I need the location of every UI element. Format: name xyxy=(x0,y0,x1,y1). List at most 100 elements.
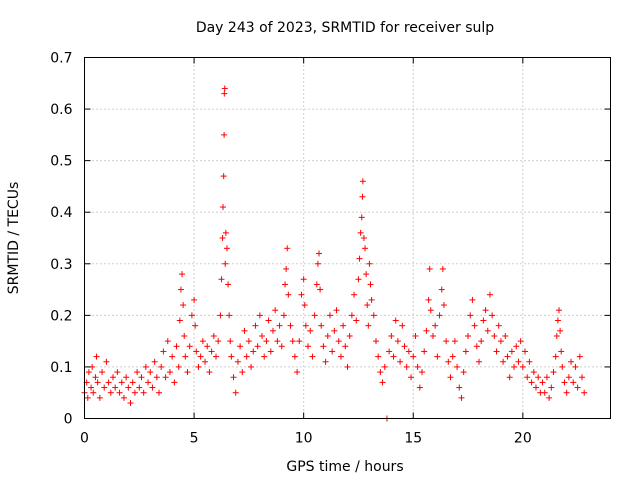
data-point xyxy=(495,322,502,329)
data-point xyxy=(301,302,308,309)
data-point xyxy=(574,384,581,391)
data-point xyxy=(333,307,340,314)
data-point xyxy=(101,384,108,391)
y-tick-labels: 0 0.1 0.2 0.3 0.4 0.5 0.6 0.7 xyxy=(50,51,72,428)
data-point xyxy=(565,374,572,381)
data-point xyxy=(118,379,125,386)
data-point xyxy=(285,291,292,298)
y-tick-label: 0.3 xyxy=(50,257,72,273)
data-point xyxy=(553,332,560,339)
data-point xyxy=(313,281,320,288)
data-point xyxy=(248,363,255,370)
data-point xyxy=(222,229,229,236)
data-point xyxy=(136,384,143,391)
data-point xyxy=(359,178,366,185)
data-point xyxy=(465,332,472,339)
data-point xyxy=(127,400,134,407)
data-point xyxy=(351,291,358,298)
data-point xyxy=(568,358,575,365)
data-point xyxy=(552,353,559,360)
data-point xyxy=(421,348,428,355)
data-point xyxy=(356,255,363,262)
data-point xyxy=(340,322,347,329)
data-point xyxy=(543,374,550,381)
data-point xyxy=(182,353,189,360)
data-point xyxy=(482,307,489,314)
data-point xyxy=(237,343,244,350)
data-point xyxy=(359,193,366,200)
y-tick-label: 0.6 xyxy=(50,102,72,118)
data-point xyxy=(272,307,279,314)
x-tick-labels: 0 5 10 15 20 xyxy=(80,431,532,447)
data-point xyxy=(131,389,138,396)
data-point xyxy=(423,327,430,334)
x-tick-label: 20 xyxy=(514,431,532,447)
data-point xyxy=(489,312,496,319)
data-point xyxy=(363,271,370,278)
data-point xyxy=(213,353,219,360)
y-axis-label: SRMTID / TECUs xyxy=(6,182,22,295)
data-point xyxy=(282,281,289,288)
data-point xyxy=(217,312,224,319)
data-point xyxy=(426,265,433,272)
data-point xyxy=(199,338,206,345)
data-point xyxy=(367,281,374,288)
data-point xyxy=(85,369,92,376)
data-point xyxy=(177,286,184,293)
data-point xyxy=(314,260,321,267)
data-point xyxy=(138,374,145,381)
data-point xyxy=(412,332,419,339)
data-point xyxy=(506,374,513,381)
data-point xyxy=(386,348,393,355)
data-point xyxy=(432,322,439,329)
data-point xyxy=(443,338,450,345)
data-point xyxy=(522,348,529,355)
data-point xyxy=(405,348,412,355)
data-point xyxy=(228,353,235,360)
data-point xyxy=(329,348,336,355)
data-point xyxy=(348,312,355,319)
data-point xyxy=(125,384,132,391)
data-point xyxy=(215,338,222,345)
data-point xyxy=(528,379,535,386)
data-point xyxy=(372,338,379,345)
data-point xyxy=(449,353,456,360)
data-point xyxy=(539,379,546,386)
data-point xyxy=(261,353,268,360)
data-point xyxy=(493,348,500,355)
data-point xyxy=(316,250,323,257)
data-point xyxy=(92,374,99,381)
data-point xyxy=(280,312,287,319)
data-point xyxy=(188,312,195,319)
data-point xyxy=(318,322,325,329)
data-point xyxy=(239,369,246,376)
data-point xyxy=(269,327,276,334)
data-point xyxy=(109,374,116,381)
data-point xyxy=(320,343,327,350)
data-point xyxy=(379,379,386,386)
data-point xyxy=(563,389,570,396)
data-point xyxy=(210,332,217,339)
data-point xyxy=(476,358,482,365)
data-point xyxy=(572,363,579,370)
data-point xyxy=(416,384,423,391)
data-point xyxy=(291,353,298,360)
data-point xyxy=(388,332,395,339)
data-point xyxy=(484,327,491,334)
data-point xyxy=(504,353,511,360)
data-point xyxy=(311,312,318,319)
y-tick-label: 0.7 xyxy=(50,51,72,67)
data-point xyxy=(284,245,291,252)
data-point xyxy=(326,312,333,319)
data-point xyxy=(394,338,401,345)
data-point xyxy=(181,332,188,339)
data-point xyxy=(576,353,583,360)
data-point xyxy=(298,291,305,298)
data-point xyxy=(179,271,186,278)
data-point xyxy=(399,322,406,329)
data-point xyxy=(278,343,285,350)
data-point xyxy=(140,389,147,396)
data-point xyxy=(530,369,537,376)
data-point xyxy=(360,235,367,241)
